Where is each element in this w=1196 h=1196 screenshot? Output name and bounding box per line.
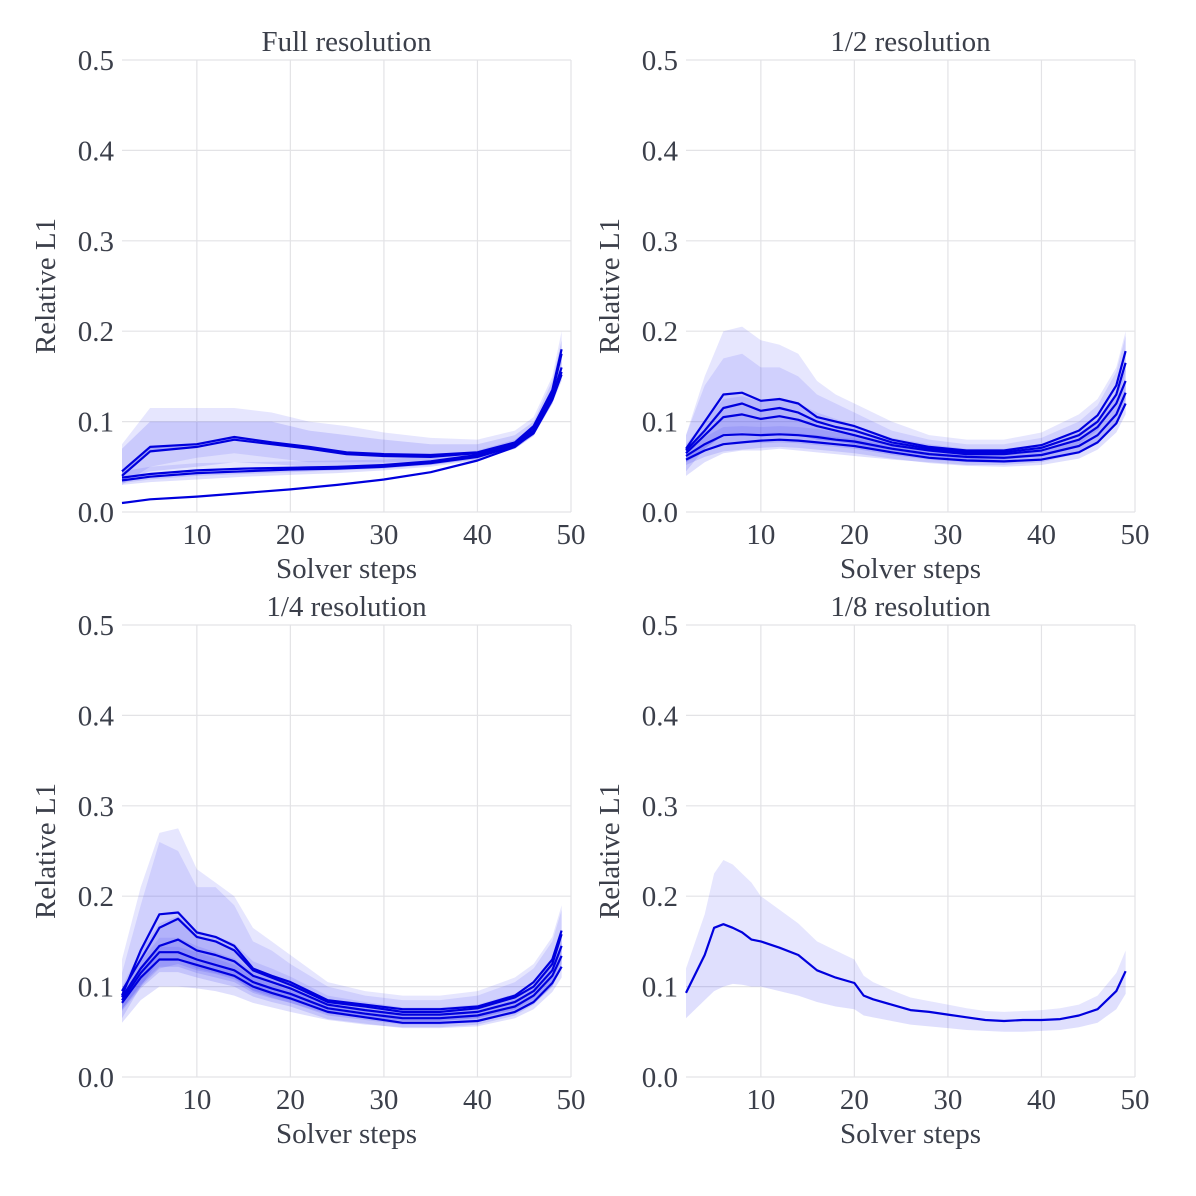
x-tick-label: 30 [369, 1084, 398, 1116]
series-1-confidence-band [686, 860, 1126, 1021]
y-tick-label: 0.1 [642, 972, 678, 1004]
x-tick-label: 10 [746, 1084, 775, 1116]
x-tick-label: 30 [933, 519, 962, 551]
y-tick-label: 0.5 [642, 610, 678, 642]
series-3-confidence-band [122, 939, 562, 1021]
y-axis-label: Relative L1 [30, 218, 62, 354]
x-tick-label: 20 [840, 519, 869, 551]
x-tick-label: 50 [1121, 519, 1150, 551]
series-5-confidence-band [122, 946, 562, 1023]
y-tick-label: 0.3 [642, 791, 678, 823]
x-axis-label: Solver steps [276, 553, 417, 585]
chart-title: 1/8 resolution [830, 591, 991, 623]
chart-title: 1/4 resolution [266, 591, 427, 623]
y-tick-label: 0.0 [642, 497, 678, 529]
y-tick-label: 0.2 [78, 881, 114, 913]
y-tick-label: 0.5 [78, 610, 114, 642]
y-tick-label: 0.2 [642, 316, 678, 348]
y-tick-label: 0.1 [78, 407, 114, 439]
x-tick-label: 10 [746, 519, 775, 551]
series-5-line [121, 371, 563, 505]
x-tick-label: 20 [840, 1084, 869, 1116]
y-tick-label: 0.2 [642, 881, 678, 913]
x-tick-label: 30 [369, 519, 398, 551]
y-axis-label: Relative L1 [30, 783, 62, 919]
series-3-line [121, 938, 563, 1016]
x-tick-label: 20 [276, 519, 305, 551]
x-axis-label: Solver steps [840, 1118, 981, 1150]
series-1-line [121, 349, 563, 473]
y-tick-label: 0.4 [642, 700, 679, 732]
y-tick-label: 0.5 [78, 45, 114, 77]
y-axis-label: Relative L1 [594, 218, 626, 354]
series-2-confidence-band [122, 918, 562, 1028]
x-tick-label: 40 [1027, 1084, 1056, 1116]
x-axis-label: Solver steps [276, 1118, 417, 1150]
chart-title: Full resolution [262, 26, 432, 58]
series-1-confidence-band [686, 924, 1126, 1032]
x-tick-label: 40 [463, 519, 492, 551]
x-tick-label: 50 [557, 1084, 586, 1116]
x-tick-label: 20 [276, 1084, 305, 1116]
series-2-line [121, 353, 563, 477]
series-5-line [121, 958, 563, 1024]
series-3-confidence-band [686, 369, 1126, 455]
y-tick-label: 0.3 [78, 791, 114, 823]
series-5-line [685, 403, 1127, 463]
y-tick-label: 0.0 [642, 1062, 678, 1094]
y-tick-label: 0.1 [78, 972, 114, 1004]
chart-panel-2: 0.0 0.1 0.2 0.3 0.4 0.5 10 20 30 40 50 1/2 resoluti… [594, 26, 1150, 585]
y-tick-label: 0.2 [78, 316, 114, 348]
series-2-confidence-band [686, 362, 1126, 476]
y-tick-label: 0.4 [642, 135, 679, 167]
series-3-confidence-band [686, 380, 1126, 463]
series-1-confidence-band [122, 349, 562, 481]
y-tick-label: 0.0 [78, 497, 114, 529]
chart-panel-3: 0.0 0.1 0.2 0.3 0.4 0.5 10 20 30 40 50 1/4 resoluti… [30, 591, 586, 1150]
y-tick-label: 0.4 [78, 135, 115, 167]
x-tick-label: 50 [1121, 1084, 1150, 1116]
series-2-confidence-band [122, 340, 562, 476]
series-1-confidence-band [686, 335, 1126, 451]
series-5-confidence-band [122, 959, 562, 1029]
y-tick-label: 0.0 [78, 1062, 114, 1094]
series-1-line [120, 911, 563, 1011]
y-tick-label: 0.3 [642, 226, 678, 258]
series-1-confidence-band [122, 912, 562, 1021]
x-tick-label: 10 [182, 519, 211, 551]
series-4-confidence-band [122, 937, 562, 1019]
y-tick-label: 0.5 [642, 45, 678, 77]
x-tick-label: 30 [933, 1084, 962, 1116]
x-tick-label: 50 [557, 519, 586, 551]
x-tick-label: 40 [463, 1084, 492, 1116]
chart-panel-1: 0.0 0.1 0.2 0.3 0.4 0.5 10 20 30 40 50 Full resolut… [30, 26, 586, 585]
series-3-confidence-band [122, 916, 562, 1015]
series-3-confidence-band [122, 358, 562, 478]
y-tick-label: 0.3 [78, 226, 114, 258]
series-1-confidence-band [122, 349, 562, 485]
chart-title: 1/2 resolution [830, 26, 991, 58]
x-tick-label: 10 [182, 1084, 211, 1116]
series-1-line [685, 350, 1127, 452]
y-tick-label: 0.4 [78, 700, 115, 732]
series-2-confidence-band [686, 326, 1126, 453]
series-3-line [685, 380, 1127, 456]
y-axis-label: Relative L1 [594, 783, 626, 919]
series-4-line [121, 951, 563, 1020]
x-axis-label: Solver steps [840, 553, 981, 585]
series-2-line [121, 917, 563, 1013]
series-1-line [685, 923, 1127, 1023]
y-tick-label: 0.1 [642, 407, 678, 439]
series-4-line [685, 392, 1127, 459]
series-2-line [685, 362, 1127, 454]
x-tick-label: 40 [1027, 519, 1056, 551]
chart-panel-4: 0.0 0.1 0.2 0.3 0.4 0.5 10 20 30 40 50 1/8 resoluti… [594, 591, 1150, 1150]
